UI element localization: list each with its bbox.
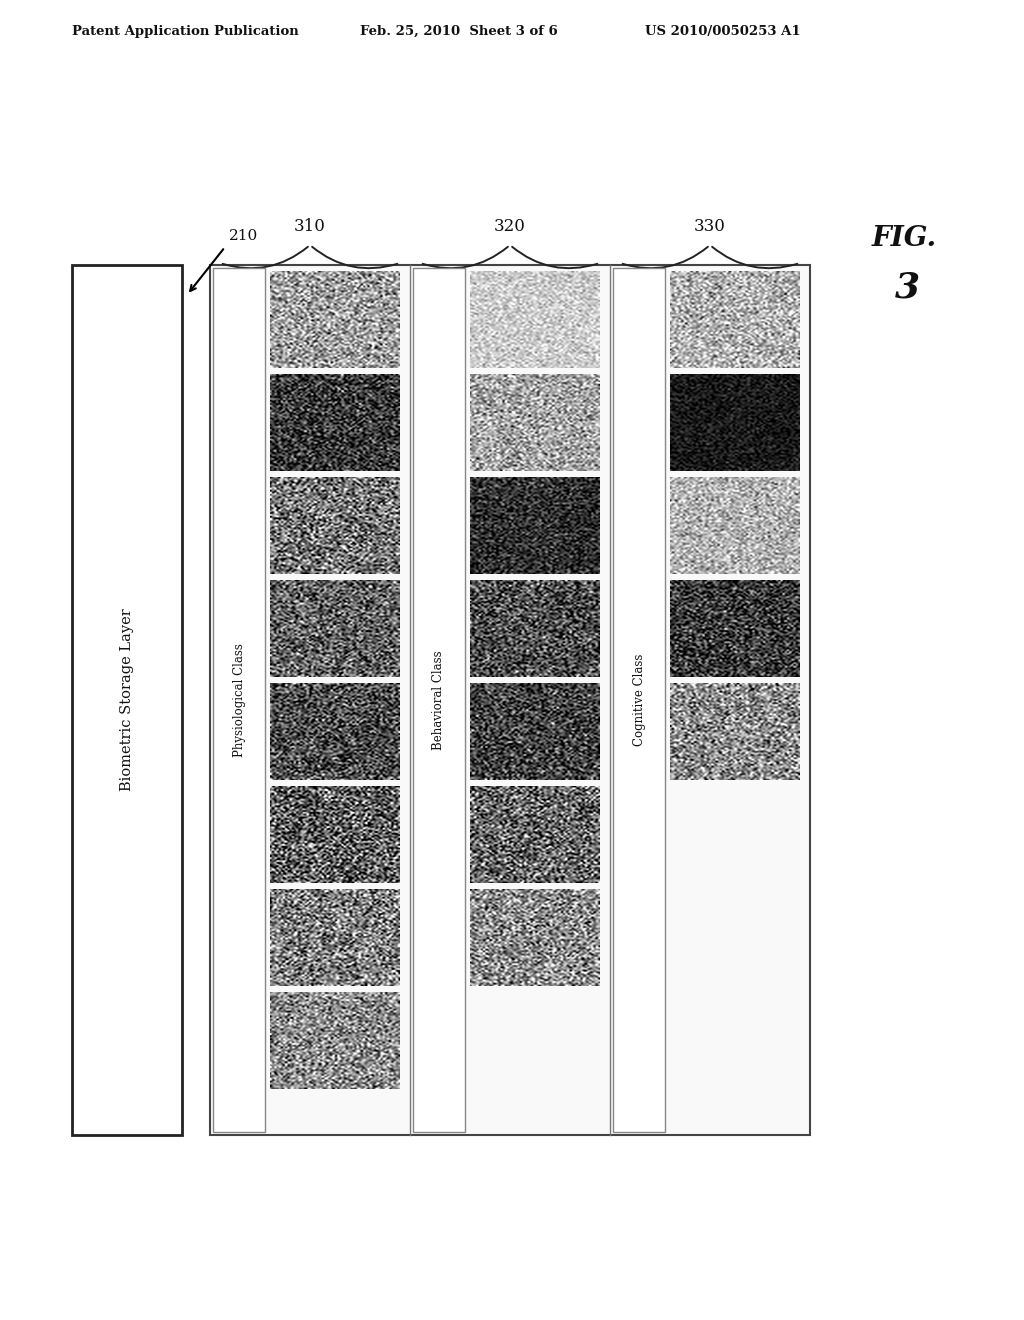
Bar: [72, 265, 182, 1135]
Text: 210: 210: [229, 228, 258, 243]
Text: Physiological Class: Physiological Class: [232, 643, 246, 756]
Text: Feb. 25, 2010  Sheet 3 of 6: Feb. 25, 2010 Sheet 3 of 6: [360, 25, 558, 38]
Text: US 2010/0050253 A1: US 2010/0050253 A1: [645, 25, 801, 38]
Bar: [213, 268, 265, 1133]
Text: 3: 3: [895, 271, 921, 304]
Bar: [210, 265, 810, 1135]
Text: Cognitive Class: Cognitive Class: [633, 653, 645, 746]
Text: 320: 320: [494, 218, 526, 235]
Text: FIG.: FIG.: [872, 224, 937, 252]
Bar: [413, 268, 465, 1133]
Text: Behavioral Class: Behavioral Class: [432, 651, 445, 750]
Text: Patent Application Publication: Patent Application Publication: [72, 25, 299, 38]
Text: 310: 310: [294, 218, 326, 235]
Bar: [613, 268, 665, 1133]
Text: Biometric Storage Layer: Biometric Storage Layer: [120, 609, 134, 792]
Text: 330: 330: [694, 218, 726, 235]
